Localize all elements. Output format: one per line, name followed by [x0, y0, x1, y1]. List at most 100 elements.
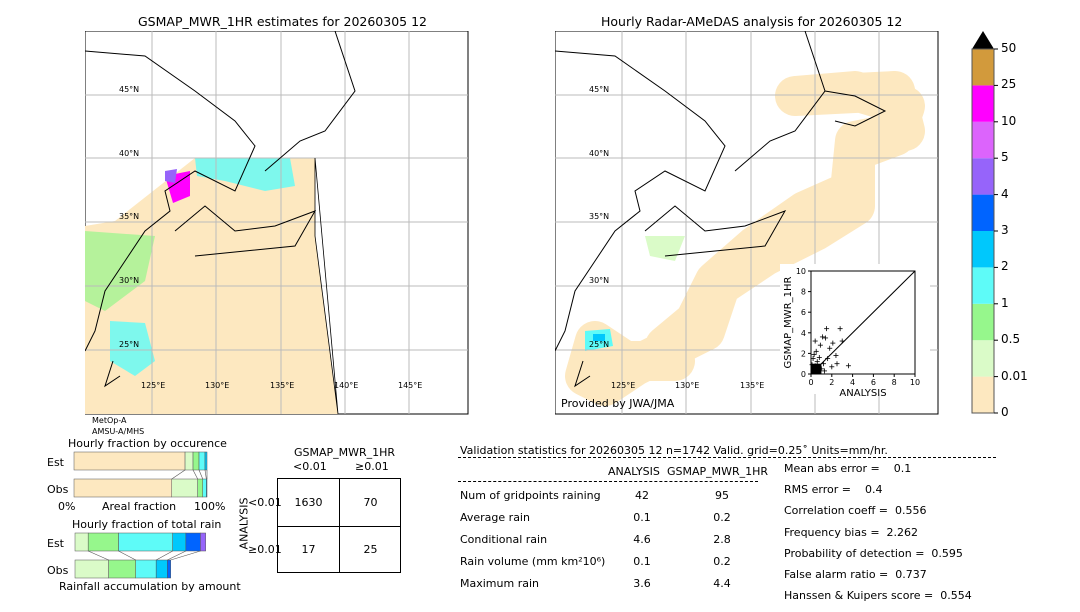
stats-row-analysis: 3.6 — [633, 577, 651, 590]
right-map-title: Hourly Radar-AMeDAS analysis for 2026030… — [601, 14, 903, 29]
stats-col-divider — [458, 481, 758, 482]
occurrence-obs-segment — [206, 478, 208, 498]
left-map — [85, 31, 469, 415]
colorbar-tick-label: 1 — [1001, 295, 1009, 310]
stats-row-gsmap: 2.8 — [713, 533, 731, 546]
occurrence-obs-segment — [171, 478, 198, 498]
x-tick-label: 6 — [871, 378, 876, 387]
x-tick-label: 10 — [910, 378, 920, 387]
lon-label: 140°E — [334, 381, 359, 390]
cell-false-alarms: 70 — [363, 496, 378, 509]
colorbar — [971, 31, 998, 414]
fraction-bars — [73, 451, 208, 579]
colorbar-segment — [972, 85, 994, 122]
scatter-diagonal — [810, 270, 916, 375]
y-tick-label: 0 — [801, 370, 806, 379]
lat-label: 30°N — [119, 276, 140, 285]
contingency-title: GSMAP_MWR_1HR — [294, 446, 396, 459]
lon-label: 135°E — [740, 381, 765, 390]
x-tick-label: 4 — [850, 378, 855, 387]
left-map-title: GSMAP_MWR_1HR estimates for 20260305 12 — [138, 14, 427, 29]
cell-misses: 17 — [301, 543, 316, 556]
stats-score: Probability of detection = 0.595 — [784, 546, 963, 560]
contingency-row-label: <0.01 — [248, 496, 282, 509]
stats-header: Validation statistics for 20260305 12 n=… — [460, 444, 888, 457]
scatter-point — [823, 335, 829, 341]
stats-score: Correlation coeff = 0.556 — [784, 504, 927, 518]
totalrain-est-segment — [172, 532, 187, 552]
scatter-inset: 00 2 2 4 4 6 6 8 8 10 10 ANALYSIS GSMAP_MWR_1HR — [780, 264, 930, 399]
stats-col-analysis: ANALYSIS — [608, 465, 660, 478]
occurrence-xlabel: Areal fraction — [102, 500, 177, 513]
lat-label: 40°N — [589, 149, 610, 158]
stats-row-gsmap: 0.2 — [713, 511, 731, 524]
totalrain-est-segment — [74, 532, 89, 552]
stats-row-gsmap: 4.4 — [713, 577, 731, 590]
colorbar-tick-label: 50 — [1001, 41, 1017, 55]
colorbar-segment — [972, 49, 994, 86]
totalrain-est-label: Est — [47, 537, 64, 550]
occurrence-obs-segment — [73, 478, 173, 498]
colorbar-segment — [972, 267, 994, 304]
contingency-table: 1630 70 17 25 — [277, 478, 401, 573]
scatter-point — [825, 356, 831, 362]
totalrain-title: Hourly fraction of total rain — [72, 518, 222, 531]
colorbar-extend-triangle — [972, 31, 994, 49]
scatter-point — [813, 348, 819, 354]
lon-label: 135°E — [270, 381, 295, 390]
lat-label: 45°N — [119, 85, 140, 94]
bar-connector — [88, 550, 109, 561]
scatter-point — [812, 363, 818, 369]
scatter-point — [839, 338, 845, 344]
contingency-col-label: <0.01 — [293, 460, 327, 473]
scatter-point — [810, 356, 816, 362]
scatter-dense-cluster — [811, 363, 822, 374]
stats-row-analysis: 0.1 — [633, 555, 651, 568]
stats-divider — [458, 457, 996, 458]
colorbar-segment — [972, 194, 994, 231]
x-tick-label: 8 — [892, 378, 897, 387]
x-tick-label: 0 — [808, 378, 813, 387]
bar-connector — [171, 469, 186, 480]
scatter-point — [845, 363, 851, 369]
totalrain-obs-label: Obs — [47, 564, 69, 577]
lat-label: 40°N — [119, 149, 140, 158]
scatter-point — [812, 338, 818, 344]
colorbar-tick-label: 4 — [1001, 186, 1009, 201]
data-credit: Provided by JWA/JMA — [561, 397, 675, 410]
cell-hits: 25 — [363, 543, 378, 556]
occurrence-est-segment — [184, 451, 194, 471]
lat-label: 25°N — [589, 340, 610, 349]
y-tick-label: 4 — [801, 329, 806, 338]
totalrain-est-segment — [118, 532, 173, 552]
y-tick-label: 6 — [801, 308, 806, 317]
colorbar-tick-label: 3 — [1001, 223, 1009, 237]
stats-row-label: Average rain — [460, 511, 530, 524]
totalrain-obs-segment — [155, 559, 168, 579]
totalrain-obs-segment — [167, 559, 171, 579]
stats-score: Hanssen & Kuipers score = 0.554 — [784, 589, 972, 603]
stats-row-label: Maximum rain — [460, 577, 539, 590]
colorbar-segment — [972, 340, 994, 377]
bar-connector — [167, 550, 187, 561]
left-rain-cyan-south — [110, 321, 155, 376]
left-rain-green — [85, 231, 155, 311]
lat-label: 35°N — [589, 212, 610, 221]
scatter-point — [822, 368, 828, 374]
scatter-point — [809, 362, 815, 368]
y-tick-label: 10 — [796, 267, 806, 276]
occurrence-obs-label: Obs — [47, 483, 69, 496]
occurrence-est-segment — [73, 451, 186, 471]
scatter-point — [820, 361, 826, 367]
lon-label: 130°E — [675, 381, 700, 390]
stats-row-analysis: 0.1 — [633, 511, 651, 524]
bar-connector — [156, 550, 173, 561]
occurrence-obs-segment — [197, 478, 203, 498]
stats-score: RMS error = 0.4 — [784, 483, 883, 497]
lon-label: 145°E — [398, 381, 423, 390]
scatter-point — [830, 340, 836, 346]
lat-label: 35°N — [119, 212, 140, 221]
stats-row-gsmap: 0.2 — [713, 555, 731, 568]
lon-label: 125°E — [611, 381, 636, 390]
